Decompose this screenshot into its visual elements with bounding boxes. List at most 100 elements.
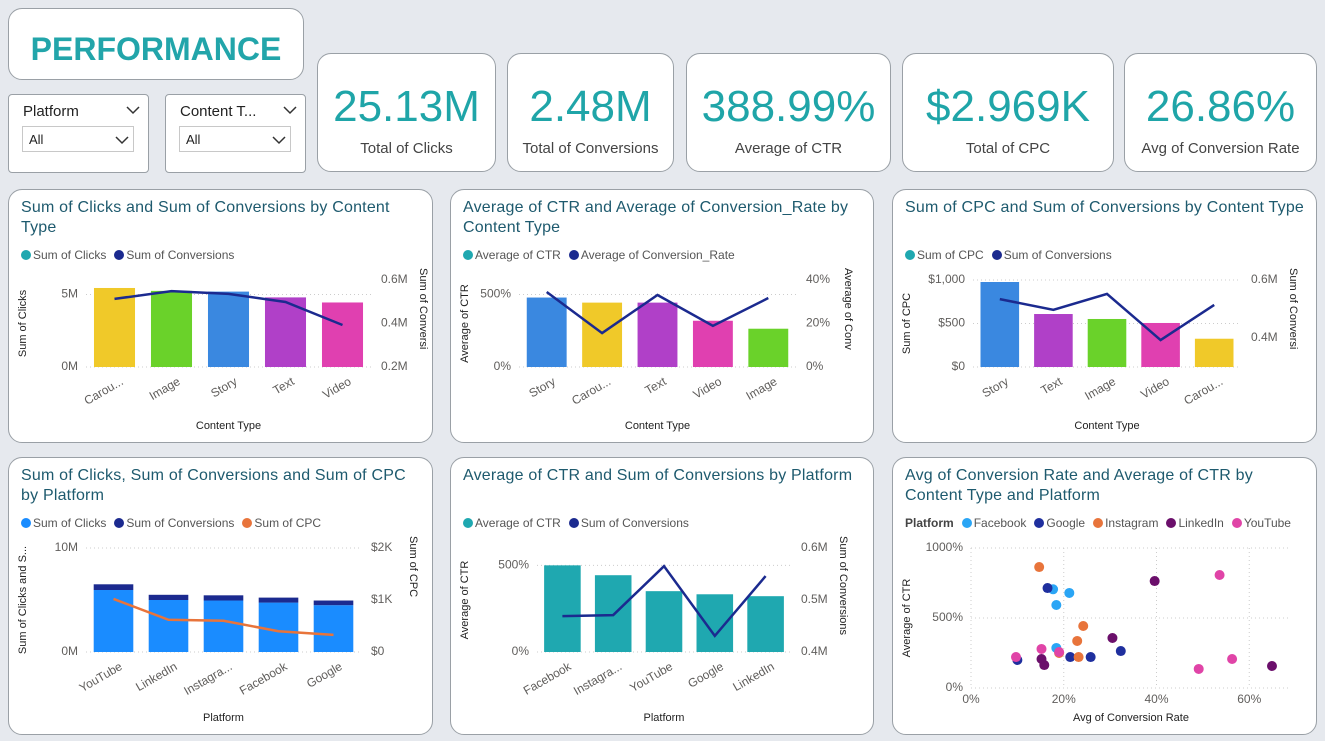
x-tick-label: Story [208, 374, 239, 400]
legend: Platform Facebook Google Instagram LinkedIn Y… [905, 516, 1295, 530]
x-tick-label: YouTube [77, 659, 125, 695]
legend-label: Average of Conversion_Rate [580, 248, 735, 262]
kpi-value: 388.99% [701, 82, 876, 131]
y-tick-label: 500% [932, 610, 963, 624]
legend: Sum of CPC Sum of Conversions [905, 248, 1116, 262]
legend-label: Average of CTR [475, 516, 561, 530]
y-axis-title: Sum of Clicks [17, 289, 29, 357]
legend-item: Google [1034, 516, 1085, 530]
y-tick-label: 0% [494, 359, 512, 373]
line [999, 292, 1215, 342]
y2-tick-label: 0.6M [381, 272, 408, 286]
y-tick-label: 500% [480, 287, 511, 301]
legend-swatch [1231, 518, 1242, 528]
y2-tick-label: 0.4M [1251, 330, 1278, 344]
bar [150, 290, 193, 367]
bar [93, 590, 134, 652]
slicer[interactable]: Content T... All [165, 94, 306, 173]
kpi-value: 26.86% [1145, 82, 1296, 131]
title-box: PERFORMANCE [8, 8, 304, 80]
bar [148, 594, 189, 600]
legend-swatch [568, 518, 579, 528]
chart-panel: 0M 5M 0.2M 0.4M 0.6M Sum of Clicks Sum of Conv… [8, 189, 433, 443]
bar [93, 584, 134, 591]
x-tick-label: Video [320, 374, 354, 402]
y2-tick-label: 20% [806, 316, 830, 330]
bar [544, 565, 581, 652]
legend-item: Sum of Clicks [21, 248, 106, 262]
x-tick-label: Carou... [82, 374, 126, 407]
x-tick-label: Google [304, 659, 345, 691]
legend-swatch [21, 518, 31, 528]
legend-label: Sum of Clicks [33, 248, 107, 262]
x-tick-label: Carou... [1181, 374, 1225, 407]
legend-label: Sum of Conversions [126, 248, 235, 262]
x-tick-label: Instagra... [571, 659, 624, 698]
point [1078, 620, 1089, 631]
bar [1034, 314, 1073, 367]
chart-panel: 0% 500% 0.4M 0.5M 0.6M Average of CTR Sum of C… [450, 457, 874, 735]
legend-item: Sum of Conversions [114, 516, 234, 530]
bar [93, 287, 136, 367]
bar [692, 320, 733, 367]
line [562, 564, 767, 638]
legend-label: Google [1046, 516, 1086, 530]
y-tick-label: $500 [938, 316, 965, 330]
legend-label: Sum of CPC [254, 516, 322, 530]
dropdown[interactable]: All [179, 126, 291, 152]
kpi-value: $2.969K [926, 82, 1090, 131]
bar [258, 597, 299, 603]
chart-title: Average of CTR and Sum of Conversions by… [463, 467, 853, 484]
legend-item: Average of CTR [463, 516, 561, 530]
chevron [126, 106, 140, 115]
dropdown[interactable]: All [22, 126, 134, 152]
x-tick-label: Instagra... [181, 659, 234, 698]
bar [637, 302, 678, 367]
point [1051, 599, 1062, 610]
point [1042, 583, 1053, 594]
bar [148, 600, 189, 652]
legend-item: Sum of Conversions [568, 516, 689, 530]
point [1036, 654, 1047, 665]
legend-item: Sum of CPC [905, 248, 984, 262]
x-tick-label: Image [1082, 374, 1118, 403]
legend-item: Facebook [961, 516, 1026, 530]
kpi-card: 2.48M Total of Conversions [507, 53, 674, 172]
bar [203, 595, 244, 601]
legend: Sum of Clicks Sum of Conversions [21, 248, 238, 262]
kpi-label: Total of CPC [965, 140, 1051, 157]
line [113, 597, 334, 637]
legend-label: Instagram [1105, 516, 1159, 530]
x-tick-label: Facebook [521, 659, 575, 698]
point [1072, 635, 1083, 646]
kpi-card: 26.86% Avg of Conversion Rate [1124, 53, 1317, 172]
x-tick-label: Carou... [569, 374, 613, 407]
kpi-label: Total of Clicks [360, 140, 453, 157]
slicer-label: Platform [23, 103, 79, 120]
y2-axis-title: Average of Conv [842, 268, 854, 350]
x-axis-title: Content Type [1074, 420, 1139, 432]
legend-swatch [1093, 518, 1104, 528]
kpi-card: 388.99% Average of CTR [686, 53, 891, 172]
bar [258, 602, 299, 652]
legend-label: YouTube [1243, 516, 1291, 530]
kpi-value: 2.48M [529, 82, 652, 131]
chart: 0% 500% 1000% Average of CTR Avg of Conversi… [901, 540, 1291, 724]
legend-item: Average of Conversion_Rate [568, 248, 735, 262]
chevron [115, 136, 129, 145]
y-tick-label: 5M [61, 287, 78, 301]
x-tick-label: Text [271, 374, 298, 397]
chart-title: Sum of Clicks, Sum of Conversions and Su… [21, 467, 406, 504]
point [1034, 562, 1045, 573]
legend: Average of CTR Sum of Conversions [463, 516, 693, 530]
slicer[interactable]: Platform All [8, 94, 149, 173]
chart: 0% 500% 0% 20% 40% Average of CTR Average of C… [459, 268, 854, 432]
x-tick-label: LinkedIn [133, 659, 179, 694]
legend-label: Sum of Conversions [126, 516, 235, 530]
x-axis-title: Platform [644, 712, 685, 724]
point [1036, 643, 1047, 654]
x-tick-label: LinkedIn [730, 659, 776, 694]
point [1227, 654, 1238, 665]
legend-swatch [905, 250, 915, 260]
kpi-card: 25.13M Total of Clicks [317, 53, 496, 172]
